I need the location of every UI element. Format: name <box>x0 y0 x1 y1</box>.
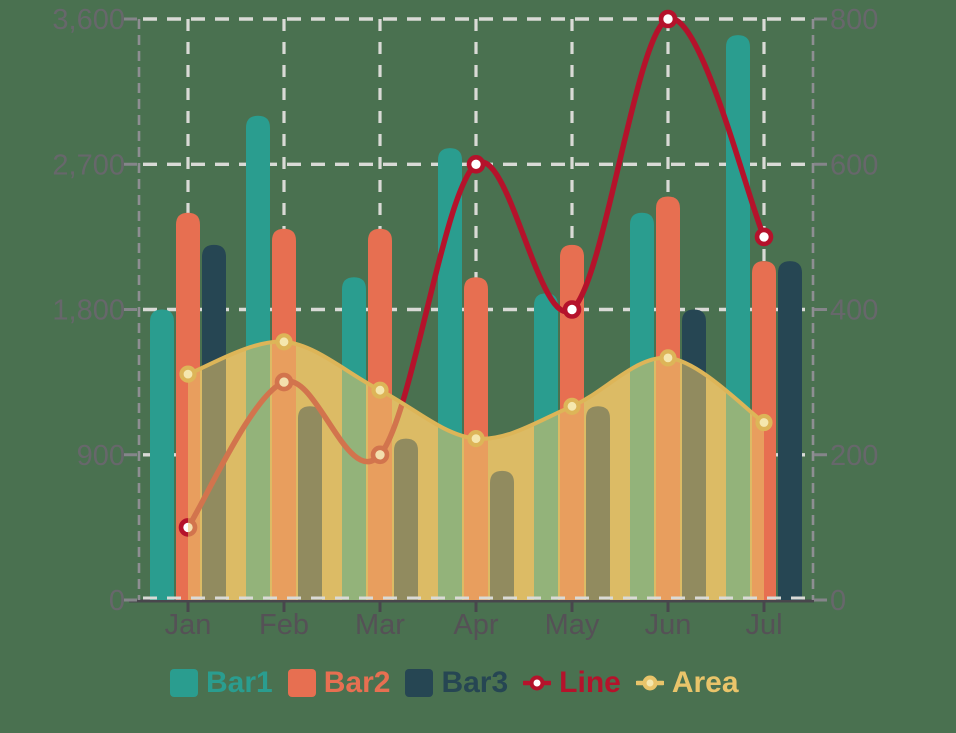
bar-bar1-jan <box>150 309 174 600</box>
area-marker-jun <box>659 349 677 367</box>
area-marker-feb <box>275 333 293 351</box>
legend-label: Bar2 <box>323 666 391 699</box>
right-axis-label: 0 <box>830 585 846 617</box>
legend-item-bar1[interactable]: Bar1 <box>170 665 273 701</box>
x-axis-label: Jul <box>745 609 782 641</box>
left-axis-label: 0 <box>109 585 125 617</box>
left-axis-label: 900 <box>77 440 125 472</box>
right-axis-label: 200 <box>830 440 878 472</box>
right-axis-label: 600 <box>830 149 878 181</box>
legend-item-line[interactable]: Line <box>523 665 621 701</box>
area-fill-overlay <box>188 341 764 600</box>
chart-legend: Bar1 Bar2 Bar3 Line Area <box>170 665 739 701</box>
line-marker-jun <box>658 9 678 29</box>
x-axis-label: Mar <box>355 609 405 641</box>
legend-area-marker-icon <box>635 675 664 691</box>
legend-swatch-bar1 <box>170 669 198 697</box>
line-marker-may <box>562 300 582 319</box>
area-marker-apr <box>467 430 485 448</box>
left-axis-label: 1,800 <box>52 295 125 327</box>
legend-label: Area <box>671 666 739 699</box>
area-marker-may <box>563 397 581 415</box>
legend-item-bar2[interactable]: Bar2 <box>287 665 391 701</box>
area-marker-mar <box>371 381 389 399</box>
left-axis-label: 2,700 <box>52 149 125 181</box>
legend-item-bar3[interactable]: Bar3 <box>405 665 508 701</box>
area-marker-jan <box>179 365 197 383</box>
legend-label: Bar3 <box>441 666 509 699</box>
right-axis-label: 800 <box>830 4 878 36</box>
legend-swatch-bar3 <box>405 669 434 697</box>
bar-bar3-jul <box>778 261 802 600</box>
x-axis-label: Apr <box>453 609 498 641</box>
x-axis-label: Jan <box>165 609 212 641</box>
x-axis-label: Jun <box>645 609 692 641</box>
legend-line-marker-icon <box>523 675 552 691</box>
area-marker-jul <box>755 413 773 432</box>
legend-item-area[interactable]: Area <box>635 665 739 701</box>
legend-swatch-bar2 <box>287 669 316 697</box>
legend-label: Line <box>559 666 621 699</box>
x-axis-label: May <box>545 609 600 641</box>
left-axis-label: 3,600 <box>52 4 125 36</box>
x-axis-label: Feb <box>259 609 309 641</box>
line-marker-jul <box>754 227 774 247</box>
legend-label: Bar1 <box>206 666 273 699</box>
right-axis-label: 400 <box>830 295 878 327</box>
line-marker-apr <box>466 155 486 174</box>
